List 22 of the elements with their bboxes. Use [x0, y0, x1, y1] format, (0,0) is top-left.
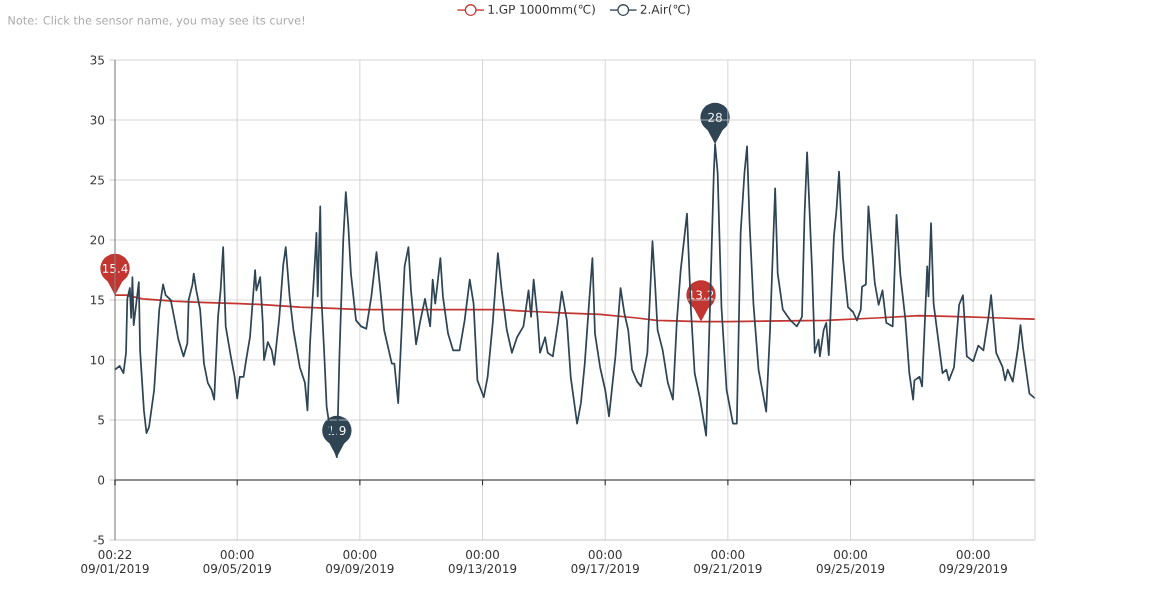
y-tick-label: 20 [90, 235, 105, 245]
x-tick-label: 00:00 09/13/2019 [448, 550, 517, 575]
y-tick-label: 35 [90, 55, 104, 65]
x-tick-label: 00:00 09/21/2019 [694, 550, 762, 575]
y-tick-label: 0 [98, 475, 105, 485]
x-tick-label: 00:00 09/17/2019 [571, 550, 639, 575]
x-tick-label: 00:00 09/09/2019 [326, 550, 394, 575]
y-tick-label: 15 [91, 295, 104, 305]
y-tick-label: 5 [98, 415, 104, 425]
annotation: 28 [708, 112, 722, 122]
annotation: 15.4 [102, 264, 128, 273]
y-tick-label: 30 [90, 115, 105, 125]
x-tick-label: 00:00 09/05/2019 [203, 550, 271, 575]
x-tick-label: 00:00 09/29/2019 [939, 550, 1007, 575]
legend-label: 1.GP 1000mm(℃) [488, 4, 595, 16]
x-tick-label: 00:00 09/25/2019 [816, 550, 885, 575]
y-tick-label: -5 [93, 535, 104, 545]
x-tick-label: 00:22 09/01/2019 [81, 550, 149, 575]
y-tick-label: 25 [90, 175, 104, 185]
text: Note: Click the sensor name, you may see its curve! [8, 15, 305, 27]
y-tick-label: 10 [91, 355, 105, 365]
legend-label: 2.Air(℃) [640, 4, 690, 16]
